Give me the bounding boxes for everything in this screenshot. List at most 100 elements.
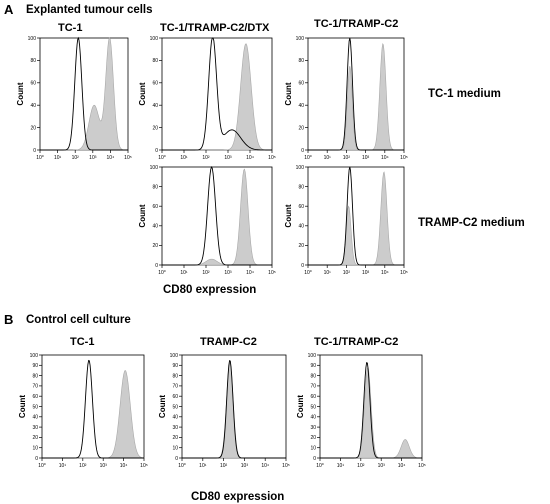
x-tick-label: 10¹	[180, 155, 188, 161]
y-tick-label: 30	[310, 425, 316, 431]
y-tick-label: 90	[32, 363, 38, 369]
histogram-filled-series	[40, 37, 128, 151]
y-tick-label: 40	[152, 103, 158, 109]
y-tick-label: 40	[32, 415, 38, 421]
y-tick-label: 50	[32, 404, 38, 410]
plot-frame	[307, 37, 405, 151]
x-tick-label: 10¹	[54, 155, 62, 161]
histogram-open-series	[42, 359, 144, 459]
x-tick-label: 10⁴	[246, 155, 254, 161]
x-tick-label: 10³	[362, 270, 370, 276]
panel-a-xlabel: CD80 expression	[163, 284, 256, 296]
y-tick-label: 40	[172, 415, 178, 421]
row-label-tc1-medium: TC-1 medium	[428, 88, 501, 100]
y-tick-label: 0	[313, 456, 316, 462]
y-tick-label: 20	[298, 243, 304, 249]
panel-b-xlabel: CD80 expression	[191, 491, 284, 503]
x-tick-label: 10⁰	[304, 155, 312, 161]
x-tick-label: 10³	[378, 463, 386, 469]
y-axis-label: Count	[158, 395, 167, 418]
y-tick-label: 90	[172, 363, 178, 369]
y-tick-label: 60	[32, 394, 38, 400]
x-tick-label: 10²	[343, 155, 351, 161]
x-tick-label: 10¹	[324, 270, 332, 276]
y-tick-label: 40	[30, 103, 36, 109]
y-tick-label: 20	[298, 125, 304, 131]
y-axis-label: Count	[296, 395, 305, 418]
y-tick-label: 80	[310, 373, 316, 379]
histogram-panel-7: 0 10 20 30 40 50 60 70 80 90 100 10⁰ 10¹ 10² 10³ 10⁴ 10⁵…	[158, 336, 290, 469]
histogram-filled-series	[162, 43, 272, 151]
histogram-panel-4: 0 20 40 60 80 100 10⁰ 10¹ 10² 10³ 10⁴ 10⁵ Count	[138, 165, 276, 276]
plot-frame	[161, 166, 273, 266]
y-tick-label: 70	[310, 384, 316, 390]
y-tick-label: 100	[150, 36, 159, 42]
histogram-filled-series	[308, 42, 404, 151]
y-tick-label: 0	[301, 263, 304, 269]
y-tick-label: 60	[298, 81, 304, 87]
y-tick-label: 60	[152, 81, 158, 87]
y-tick-label: 20	[32, 435, 38, 441]
histogram-title: TC-1/TRAMP-C2	[314, 336, 398, 348]
x-tick-label: 10³	[224, 270, 232, 276]
y-tick-label: 20	[30, 125, 36, 131]
x-tick-label: 10¹	[59, 463, 67, 469]
y-tick-label: 60	[172, 394, 178, 400]
y-tick-label: 80	[172, 373, 178, 379]
histogram-title: TC-1/TRAMP-C2/DTX	[160, 22, 270, 34]
x-tick-label: 10⁵	[140, 463, 148, 469]
x-tick-label: 10³	[241, 463, 249, 469]
histogram-open-series	[320, 362, 422, 459]
y-tick-label: 10	[310, 446, 316, 452]
histogram-title: TC-1	[70, 336, 94, 348]
y-tick-label: 50	[310, 404, 316, 410]
x-tick-label: 10³	[362, 155, 370, 161]
x-tick-label: 10⁰	[36, 155, 44, 161]
x-tick-label: 10⁰	[316, 463, 324, 469]
y-tick-label: 0	[155, 263, 158, 269]
histogram-panel-8: 0 10 20 30 40 50 60 70 80 90 100 10⁰ 10¹ 10² 10³ 10⁴ 10⁵…	[296, 336, 426, 469]
y-tick-label: 20	[172, 435, 178, 441]
x-tick-label: 10⁰	[304, 270, 312, 276]
y-tick-label: 0	[175, 456, 178, 462]
x-tick-label: 10⁴	[398, 463, 406, 469]
histogram-panel-6: 0 10 20 30 40 50 60 70 80 90 100 10⁰ 10¹ 10² 10³ 10⁴ 10⁵…	[18, 336, 148, 469]
y-tick-label: 100	[296, 36, 305, 42]
histogram-title: TC-1	[58, 22, 82, 34]
x-tick-label: 10⁰	[178, 463, 186, 469]
y-tick-label: 100	[150, 165, 159, 171]
y-tick-label: 80	[298, 184, 304, 190]
histogram-filled-series	[308, 171, 404, 266]
y-tick-label: 0	[155, 148, 158, 154]
y-tick-label: 30	[172, 425, 178, 431]
y-tick-label: 100	[296, 165, 305, 171]
histogram-title: TC-1/TRAMP-C2	[314, 18, 398, 30]
y-tick-label: 80	[152, 184, 158, 190]
panel-b-title: Control cell culture	[26, 314, 131, 326]
x-tick-label: 10²	[72, 155, 80, 161]
x-tick-label: 10⁴	[120, 463, 128, 469]
x-tick-label: 10²	[202, 270, 210, 276]
histogram-open-series	[308, 166, 404, 266]
y-axis-label: Count	[138, 82, 147, 105]
y-tick-label: 60	[310, 394, 316, 400]
x-tick-label: 10¹	[199, 463, 207, 469]
y-tick-label: 60	[30, 81, 36, 87]
x-tick-label: 10⁵	[418, 463, 426, 469]
y-tick-label: 40	[152, 224, 158, 230]
x-tick-label: 10³	[224, 155, 232, 161]
y-tick-label: 90	[310, 363, 316, 369]
y-axis-label: Count	[18, 395, 27, 418]
histogram-open-series	[40, 36, 128, 151]
y-tick-label: 0	[33, 148, 36, 154]
y-tick-label: 80	[152, 58, 158, 64]
y-tick-label: 100	[308, 353, 317, 359]
histogram-title: TRAMP-C2	[200, 336, 257, 348]
histogram-open-series	[162, 165, 272, 266]
y-tick-label: 0	[35, 456, 38, 462]
row-label-trampc2-medium: TRAMP-C2 medium	[418, 217, 525, 229]
y-axis-label: Count	[284, 204, 293, 227]
y-tick-label: 100	[170, 353, 179, 359]
